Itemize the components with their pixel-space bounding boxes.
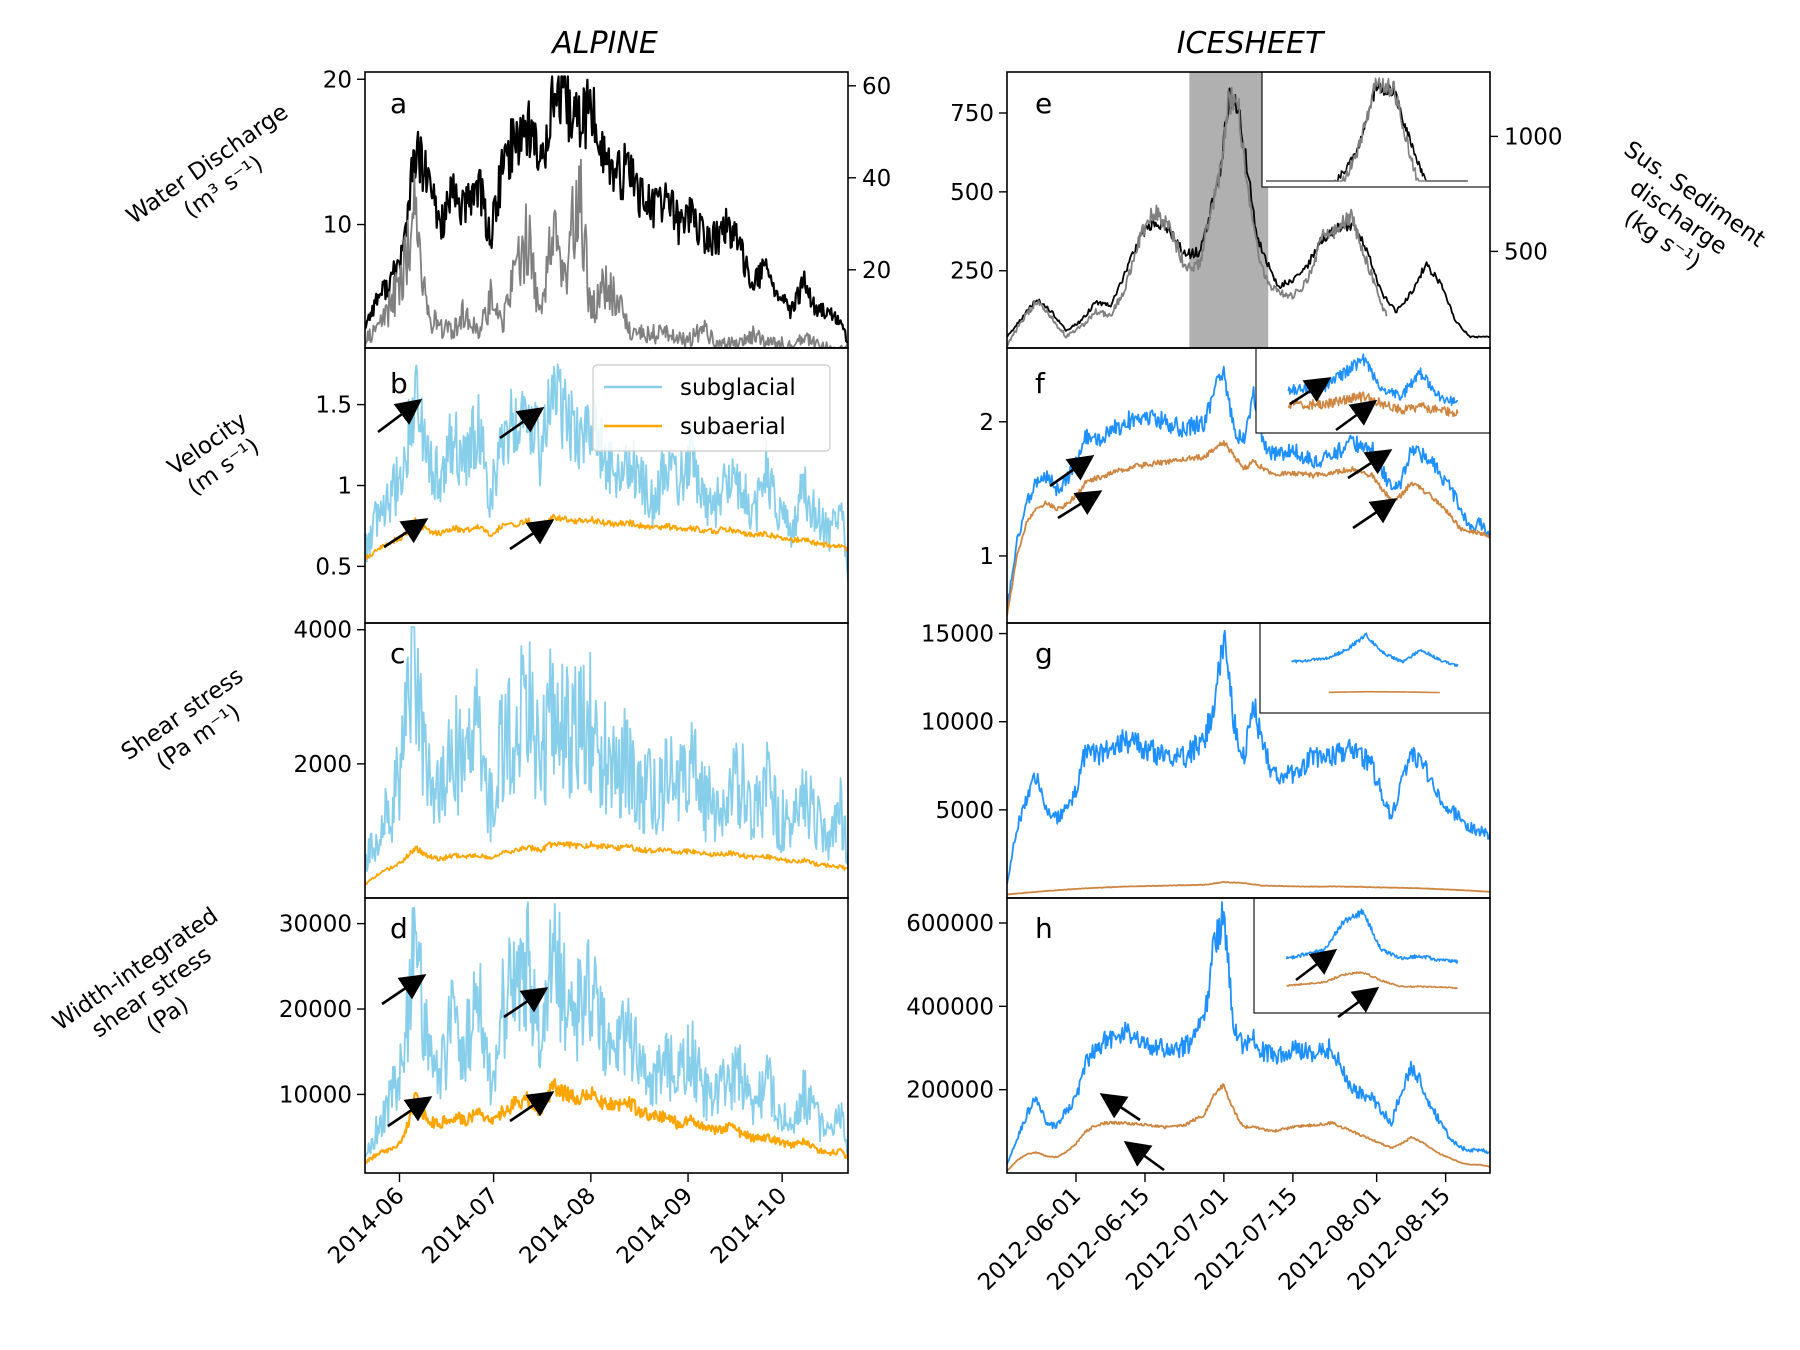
annotation-arrow <box>381 974 427 1006</box>
series-b-subglacial <box>365 363 848 581</box>
annotation-arrow <box>1057 490 1103 520</box>
ytick-label-f: 2 <box>979 410 994 436</box>
ytick-label-b: 0.5 <box>315 554 352 580</box>
shaded-peak-region <box>1189 72 1269 348</box>
inset-frame-h <box>1253 897 1491 1014</box>
ytick-label-f: 1 <box>979 544 994 570</box>
annotation-arrow <box>1347 449 1393 480</box>
xtick-label: 2014-06 <box>323 1183 409 1269</box>
y2tick-label-a: 40 <box>862 166 891 192</box>
annotation-arrow <box>509 1091 555 1123</box>
annotation-arrow <box>1352 498 1398 530</box>
y2tick-label-a: 60 <box>862 74 891 100</box>
ytick-label-g: 5000 <box>935 798 994 824</box>
ytick-label-b: 1.5 <box>315 393 352 419</box>
plot-frame-h <box>1006 897 1491 1174</box>
panel-letter-g: g <box>1035 637 1053 670</box>
series-b-subaerial <box>365 514 848 561</box>
ytick-label-e: 250 <box>950 259 994 285</box>
series-h-subglacial <box>1007 901 1490 1165</box>
column-title-icesheet: ICESHEET <box>1177 26 1326 61</box>
plot-frame-d <box>364 897 849 1174</box>
inset-series-g-0 <box>1291 632 1459 667</box>
legend-label-subaerial: subaerial <box>680 414 786 440</box>
ylabel-sediment-discharge: Sus. Sediment discharge (kg s⁻¹) <box>1619 136 1770 275</box>
column-title-alpine: ALPINE <box>550 26 658 61</box>
ytick-label-g: 10000 <box>921 710 994 736</box>
ylabel-shear-stress: Shear stress (Pa m⁻¹) <box>117 663 248 776</box>
annotation-arrow <box>503 987 549 1019</box>
inset-series-h-1 <box>1286 971 1458 990</box>
ylabel-water-discharge: Water Discharge (m³ s⁻¹) <box>122 99 293 230</box>
ytick-label-c: 2000 <box>293 752 352 778</box>
ytick-label-h: 600000 <box>906 911 994 937</box>
legend-label-subglacial: subglacial <box>680 375 796 401</box>
xtick-label: 2014-07 <box>417 1183 503 1269</box>
annotation-arrow <box>1335 399 1378 432</box>
ytick-label-d: 10000 <box>279 1082 352 1108</box>
series-a-water-discharge <box>365 75 848 345</box>
ylabel-width-integrated: Width-integrated shear stress (Pa) <box>48 903 223 1043</box>
series-d-subaerial <box>365 1078 848 1164</box>
xtick-label: 2014-10 <box>706 1183 792 1269</box>
ytick-label-h: 200000 <box>906 1078 994 1104</box>
series-c-subaerial <box>365 840 848 886</box>
series-e-water-discharge <box>1007 87 1490 339</box>
series-f-subglacial <box>1007 365 1490 611</box>
xtick-label: 2014-09 <box>612 1183 698 1269</box>
annotation-arrow <box>377 398 423 434</box>
ytick-label-d: 30000 <box>279 912 352 938</box>
annotation-arrow <box>1337 986 1380 1019</box>
y2tick-label-e: 1000 <box>1504 124 1563 150</box>
panel-letter-b: b <box>390 367 408 400</box>
inset-frame-g <box>1259 622 1491 714</box>
series-g-subglacial <box>1007 629 1490 885</box>
ytick-label-a: 20 <box>323 67 352 93</box>
legend: subglacial subaerial <box>592 364 831 452</box>
series-c-subglacial <box>365 626 848 873</box>
ylabel-velocity: Velocity (m s⁻¹) <box>163 408 264 501</box>
panel-letter-a: a <box>390 87 407 120</box>
series-f-subaerial <box>1007 440 1490 617</box>
annotation-arrow <box>387 1096 433 1128</box>
panel-letter-c: c <box>390 637 405 670</box>
xtick-label: 2014-08 <box>515 1183 601 1269</box>
series-a-sediment-discharge <box>365 158 848 348</box>
panel-letter-d: d <box>390 912 408 945</box>
annotation-arrow <box>1123 1140 1165 1172</box>
ytick-label-a: 10 <box>323 213 352 239</box>
panel-letter-f: f <box>1035 367 1046 400</box>
series-h-subaerial <box>1007 1083 1490 1172</box>
annotation-arrow <box>1099 1093 1141 1122</box>
annotation-arrow <box>509 519 555 551</box>
ytick-label-c: 4000 <box>293 618 352 644</box>
inset-series-e-1 <box>1266 77 1468 182</box>
annotation-arrow <box>383 518 429 549</box>
annotation-arrow <box>1049 455 1095 488</box>
inset-series-g-1 <box>1328 690 1440 694</box>
ytick-label-e: 500 <box>950 180 994 206</box>
y2tick-label-e: 500 <box>1504 239 1548 265</box>
annotation-arrow <box>499 407 545 440</box>
panel-letter-h: h <box>1035 912 1053 945</box>
panel-letter-e: e <box>1035 87 1052 120</box>
ytick-label-e: 750 <box>950 101 994 127</box>
plot-frame-a <box>364 71 849 349</box>
series-d-subglacial <box>365 901 848 1158</box>
annotation-arrow <box>1295 948 1338 982</box>
ytick-label-g: 15000 <box>921 622 994 648</box>
ytick-label-b: 1 <box>337 474 352 500</box>
ytick-label-d: 20000 <box>279 997 352 1023</box>
ytick-label-h: 400000 <box>906 994 994 1020</box>
series-e-sediment-discharge <box>1007 86 1388 347</box>
series-g-subaerial <box>1007 881 1490 896</box>
annotation-arrow <box>1289 377 1332 406</box>
y2tick-label-a: 20 <box>862 258 891 284</box>
